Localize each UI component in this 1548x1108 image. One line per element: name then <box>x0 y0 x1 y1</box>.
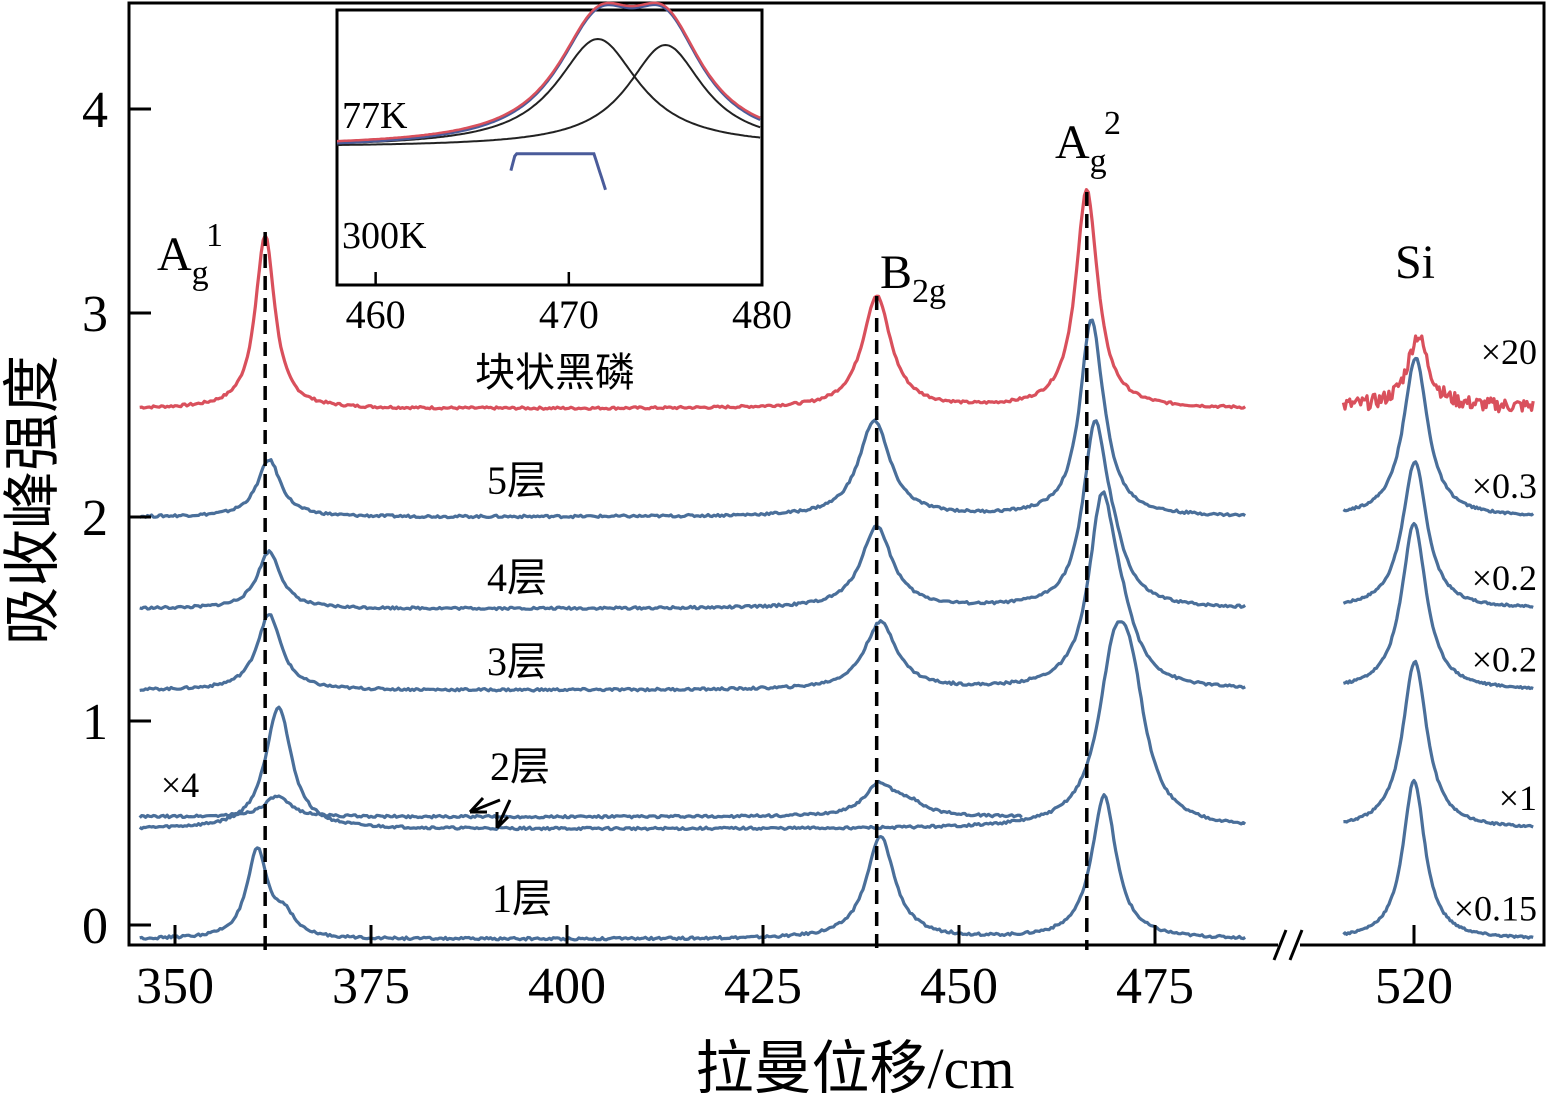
si-peak-line <box>1342 522 1534 691</box>
si-scale-label: ×0.15 <box>1454 888 1537 928</box>
si-peak-line <box>1342 460 1534 609</box>
axis-break-mark <box>1288 929 1304 961</box>
peak-label-sup: 1 <box>206 217 223 254</box>
y-tick-label: 4 <box>82 82 108 139</box>
spectrum-line <box>139 419 1247 612</box>
peak-label: Ag <box>157 228 209 292</box>
pointer-arrows <box>468 796 512 830</box>
si-scale-label: ×0.2 <box>1472 558 1537 598</box>
inset-component-2 <box>337 43 761 146</box>
inset-label-77k: 77K <box>342 95 408 137</box>
curve-labels: 块状黑磷 5层 4层 3层 2层 1层 ×4 <box>161 350 635 921</box>
inset: 460 470 480 77K 300K <box>335 1 792 337</box>
si-peak-line <box>1341 334 1535 414</box>
inset-label-300k: 300K <box>342 215 427 257</box>
label-x4: ×4 <box>161 765 199 805</box>
inset-ticks: 460 470 480 <box>346 272 792 337</box>
si-scale-label: ×0.3 <box>1472 466 1537 506</box>
y-tick-label: 1 <box>82 694 108 751</box>
inset-total-line <box>337 1 761 143</box>
plot-frame <box>127 1 1546 947</box>
spectra-group <box>138 188 1535 942</box>
peak-label-sub: 2g <box>912 273 946 310</box>
peak-label-sub: g <box>1090 143 1107 180</box>
axis-ticks: 0 1 2 3 4 350 375 400 425 450 475 520 <box>82 82 1453 1015</box>
spectrum-line <box>139 793 1247 942</box>
inset-x-tick-label: 480 <box>732 292 792 337</box>
spectrum-line <box>139 490 1246 693</box>
y-tick-label: 2 <box>82 490 108 547</box>
spectrum-line <box>138 779 1023 820</box>
x-tick-label: 425 <box>724 958 802 1015</box>
x-tick-label: 520 <box>1375 958 1453 1015</box>
spectrum-line <box>138 318 1247 520</box>
label-3-layer: 3层 <box>487 639 547 684</box>
si-scale-label: ×0.2 <box>1472 639 1537 679</box>
x-tick-label: 400 <box>528 958 606 1015</box>
spectrum-line <box>139 188 1247 411</box>
si-peak-line <box>1343 659 1534 829</box>
inset-frame <box>335 8 764 287</box>
inset-curves <box>337 1 761 191</box>
spectrum-line <box>138 620 1247 832</box>
y-tick-label: 0 <box>82 898 108 955</box>
x-tick-label: 375 <box>332 958 410 1015</box>
x-tick-label: 450 <box>920 958 998 1015</box>
si-scale-label: ×1 <box>1499 778 1537 818</box>
x-tick-label: 475 <box>1116 958 1194 1015</box>
peak-label: B2g <box>880 246 946 310</box>
peak-label: Ag <box>1055 116 1107 180</box>
label-1-layer: 1层 <box>492 876 552 921</box>
si-peak-label: Si <box>1395 236 1435 289</box>
label-5-layer: 5层 <box>487 458 547 503</box>
label-4-layer: 4层 <box>487 555 547 600</box>
peak-label-sup: 2 <box>1104 105 1121 142</box>
inset-300k-line <box>509 152 607 191</box>
arrow-down <box>495 799 512 830</box>
x-axis-label: 拉曼位移/cm <box>696 1036 1015 1101</box>
x-tick-label: 350 <box>136 958 214 1015</box>
inset-x-tick-label: 470 <box>539 292 599 337</box>
inset-x-tick-label: 460 <box>346 292 406 337</box>
y-tick-label: 3 <box>82 286 108 343</box>
axis-break-mark <box>1272 929 1288 961</box>
label-2-layer: 2层 <box>490 744 550 789</box>
si-scale-label: ×20 <box>1481 332 1537 372</box>
si-peak-line <box>1342 778 1534 940</box>
label-bulk: 块状黑磷 <box>475 350 635 395</box>
arrow-left <box>468 796 501 814</box>
si-peak-line <box>1342 356 1535 517</box>
peak-label-sub: g <box>192 255 209 292</box>
y-axis-label: 吸收峰强度 <box>0 355 65 645</box>
